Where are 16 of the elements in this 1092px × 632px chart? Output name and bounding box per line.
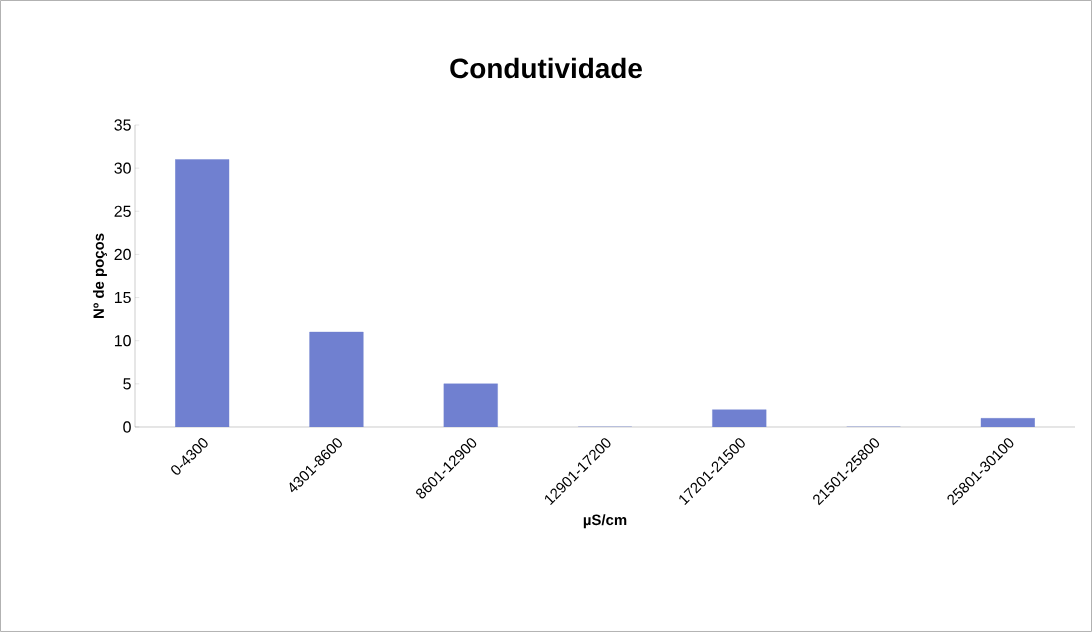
bar xyxy=(712,409,767,427)
y-tick-label: 5 xyxy=(123,378,131,390)
y-tick-label: 15 xyxy=(114,291,131,304)
y-tick-label: 20 xyxy=(114,248,131,261)
bar xyxy=(980,418,1035,427)
y-tick-label: 30 xyxy=(114,162,131,174)
y-tick-label: 10 xyxy=(114,335,131,347)
bar xyxy=(443,383,498,427)
bar xyxy=(175,159,230,427)
y-tick-label: 25 xyxy=(114,205,131,217)
x-axis-title: µS/cm xyxy=(583,514,627,529)
y-tick-label: 0 xyxy=(123,421,131,433)
y-axis-title: Nº de poços xyxy=(92,233,107,318)
bar xyxy=(309,331,364,427)
chart-title: Condutividade xyxy=(450,57,642,79)
y-tick-label: 35 xyxy=(114,119,131,131)
